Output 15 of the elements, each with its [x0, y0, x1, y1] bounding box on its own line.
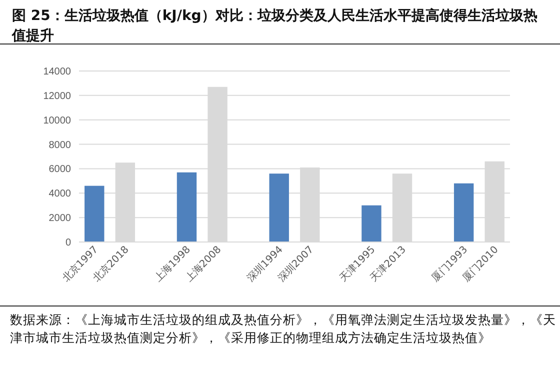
bar	[269, 174, 289, 242]
y-tick-label: 4000	[48, 188, 72, 200]
y-tick-label: 12000	[43, 90, 72, 102]
y-tick-label: 6000	[48, 164, 72, 176]
chart-title: 图 25：生活垃圾热值（kJ/kg）对比：垃圾分类及人民生活水平提高使得生活垃圾热值提升	[11, 7, 538, 44]
bar	[84, 186, 104, 242]
source-note: 数据来源：《上海城市生活垃圾的组成及热值分析》，《用氧弹法测定生活垃圾发热量》，《天津市城市生活垃圾热值测定分析》，《采用修正的物理组成方法确定生活垃圾热值》	[10, 312, 556, 345]
y-tick-label: 8000	[48, 140, 72, 151]
y-tick-label: 14000	[43, 66, 72, 78]
bar	[176, 172, 197, 242]
y-tick-label: 0	[65, 238, 72, 248]
y-tick-label: 10000	[43, 115, 72, 126]
bar	[454, 183, 474, 242]
bar	[362, 205, 382, 242]
y-tick-label: 2000	[48, 213, 72, 224]
